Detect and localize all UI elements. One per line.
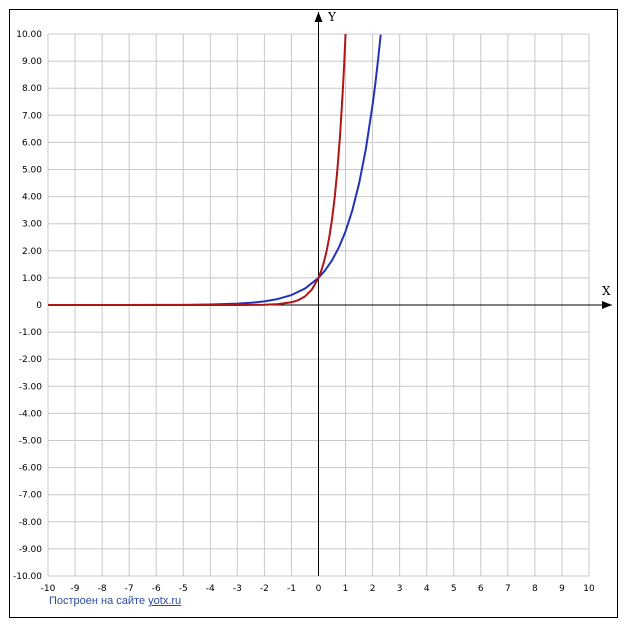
x-tick-label: 4 (424, 584, 430, 594)
x-tick-label: -6 (152, 584, 161, 594)
credit-text: Построен на сайте (49, 595, 146, 607)
y-tick-label: 9.00 (22, 57, 42, 67)
y-tick-label: -9.00 (19, 545, 43, 555)
x-tick-label: 7 (505, 584, 511, 594)
y-tick-label: -1.00 (19, 328, 43, 338)
y-tick-label: 7.00 (22, 111, 42, 121)
x-tick-label: 8 (532, 584, 538, 594)
y-tick-label: -8.00 (19, 518, 43, 528)
x-tick-label: 9 (559, 584, 565, 594)
y-tick-label: 10.00 (16, 30, 42, 40)
y-tick-label: 1.00 (22, 274, 42, 284)
y-tick-label: 0 (36, 301, 42, 311)
x-tick-label: 6 (478, 584, 484, 594)
x-tick-label: -5 (179, 584, 188, 594)
y-axis-label: Y (327, 10, 337, 24)
x-tick-label: -4 (206, 584, 215, 594)
curve-series-2 (48, 34, 347, 306)
site-credit: Построен на сайте yotx.ru (49, 595, 181, 607)
x-tick-label: 2 (370, 584, 376, 594)
x-tick-label: -10 (41, 584, 56, 594)
x-tick-label: -3 (233, 584, 242, 594)
x-tick-label: -2 (260, 584, 269, 594)
y-tick-label: -4.00 (19, 409, 43, 419)
y-tick-label: -10.00 (13, 572, 42, 582)
x-axis-arrow (602, 301, 612, 309)
x-tick-label: -9 (71, 584, 80, 594)
y-tick-label: -5.00 (19, 437, 43, 447)
tick-labels: -10 -9 -8 -7 -6 -5 -4 -3 -2 -1 0 1 2 3 4 5 6 7 8 9 1010.009.… (13, 30, 595, 594)
y-tick-label: -6.00 (19, 464, 43, 474)
y-tick-label: 5.00 (22, 166, 42, 176)
y-tick-label: -3.00 (19, 382, 43, 392)
x-tick-label: -8 (98, 584, 107, 594)
x-tick-label: -7 (125, 584, 134, 594)
y-tick-label: 4.00 (22, 193, 42, 203)
y-tick-label: 3.00 (22, 220, 42, 230)
x-tick-label: 1 (343, 584, 349, 594)
x-tick-label: -1 (287, 584, 296, 594)
y-tick-label: -2.00 (19, 355, 43, 365)
x-axis-label: X (602, 284, 611, 298)
y-tick-label: -7.00 (19, 491, 43, 501)
y-tick-label: 6.00 (22, 138, 42, 148)
x-tick-label: 10 (583, 584, 595, 594)
x-tick-label: 3 (397, 584, 403, 594)
x-tick-label: 0 (316, 584, 322, 594)
curves (48, 34, 382, 306)
y-tick-label: 2.00 (22, 247, 42, 257)
x-tick-label: 5 (451, 584, 457, 594)
frame-border (9, 9, 618, 618)
y-axis-arrow (314, 12, 323, 22)
credit-link[interactable]: yotx.ru (148, 595, 182, 607)
y-tick-label: 8.00 (22, 84, 42, 94)
